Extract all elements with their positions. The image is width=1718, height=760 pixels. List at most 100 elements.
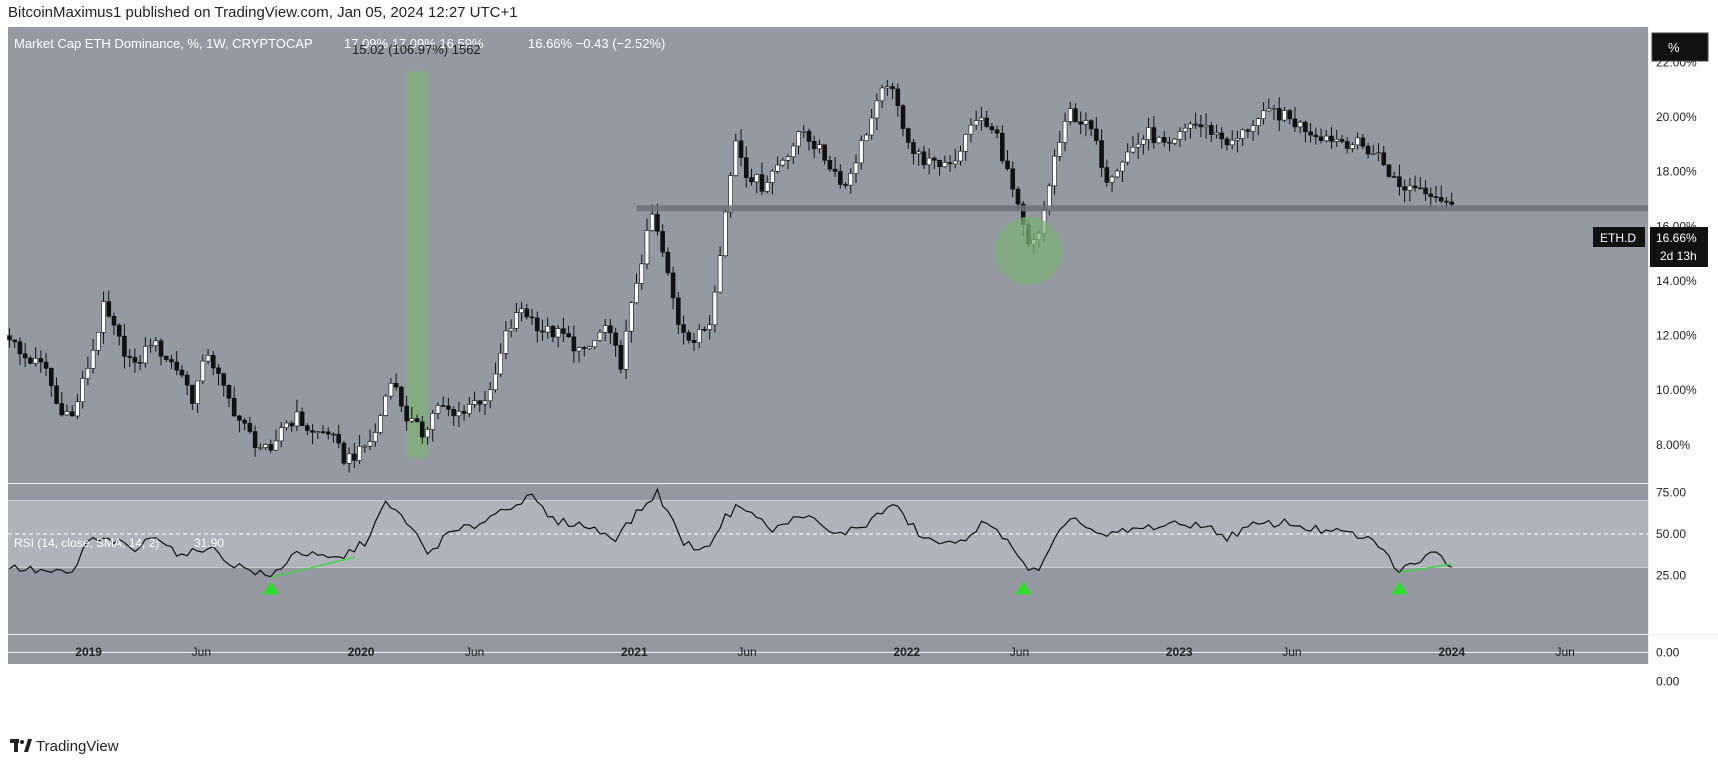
candle-body xyxy=(770,171,775,183)
candle-body xyxy=(1130,146,1136,153)
candle-body xyxy=(822,144,827,161)
candle-body xyxy=(158,340,164,357)
candle-body xyxy=(456,411,462,417)
candle-body xyxy=(467,404,472,414)
candle-body xyxy=(101,301,106,333)
candle-body xyxy=(1156,136,1162,144)
candle-body xyxy=(1010,168,1016,190)
candle-body xyxy=(148,345,153,348)
candle-body xyxy=(461,411,467,414)
candle-body xyxy=(1109,176,1115,183)
candle-body xyxy=(926,157,932,166)
candle-body xyxy=(498,353,503,375)
candle-body xyxy=(28,357,33,364)
scale-button-label: % xyxy=(1668,40,1680,55)
time-tick-label: Jun xyxy=(1282,645,1301,659)
countdown-label: 2d 13h xyxy=(1660,249,1697,263)
candle-body xyxy=(247,422,253,432)
price-change: 16.66% −0.43 (−2.52%) xyxy=(528,36,665,51)
candle-body xyxy=(1339,139,1345,142)
candle-body xyxy=(116,324,122,337)
publish-info: BitcoinMaximus1 published on TradingView… xyxy=(8,4,518,21)
support-line-bar xyxy=(636,205,1648,212)
candle-body xyxy=(686,332,692,341)
candle-body xyxy=(1203,125,1209,128)
candle-body xyxy=(576,347,582,352)
time-tick-label: Jun xyxy=(1555,645,1574,659)
candle-body xyxy=(979,117,984,121)
candle-body xyxy=(571,336,577,352)
candle-body xyxy=(738,140,744,158)
candle-body xyxy=(1161,136,1167,143)
rsi-divergence-lines xyxy=(270,556,1452,578)
candle-body xyxy=(1386,164,1392,177)
rsi-tick-label: 75.00 xyxy=(1656,485,1686,499)
candle-body xyxy=(1193,123,1198,126)
candle-body xyxy=(581,347,587,349)
chart-area[interactable]: 22.00%20.00%18.00%16.00%14.00%12.00%10.0… xyxy=(0,24,1718,730)
candle-body xyxy=(435,405,441,414)
candle-body xyxy=(341,442,347,464)
candle-body xyxy=(838,171,843,185)
candle-body xyxy=(587,346,592,349)
candle-body xyxy=(1015,188,1021,205)
candle-body xyxy=(916,151,921,155)
candle-body xyxy=(1062,121,1068,143)
candle-body xyxy=(352,453,357,461)
candle-body xyxy=(566,333,571,338)
candle-body xyxy=(446,405,451,410)
candle-body xyxy=(691,339,697,343)
candle-body xyxy=(602,325,608,333)
candle-body xyxy=(54,385,59,404)
candle-body xyxy=(43,361,49,369)
candle-body xyxy=(514,312,519,329)
candle-body xyxy=(592,340,598,348)
candle-body xyxy=(482,400,488,405)
scale-button[interactable] xyxy=(1651,32,1709,62)
candle-body xyxy=(1402,186,1407,191)
candle-body xyxy=(503,330,509,354)
candle-body xyxy=(843,184,848,186)
candle-body xyxy=(790,145,796,158)
time-tick-label: 2020 xyxy=(348,645,375,659)
candle-body xyxy=(85,368,91,379)
candle-body xyxy=(524,308,530,318)
ticker-label-bg xyxy=(1593,227,1645,247)
rsi-value: 31.90 xyxy=(194,536,224,550)
candle-body xyxy=(205,355,211,362)
candle-body xyxy=(780,159,786,166)
candle-body xyxy=(1423,187,1428,195)
price-pane-bg[interactable] xyxy=(8,27,1648,483)
candle-body xyxy=(69,411,75,417)
candle-body xyxy=(1318,136,1324,142)
footer-brand: TradingView xyxy=(36,738,119,755)
candle-body xyxy=(1266,108,1272,112)
candle-body xyxy=(879,87,885,102)
candle-body xyxy=(817,144,822,150)
candle-body xyxy=(325,431,331,435)
candle-body xyxy=(346,453,352,464)
candle-body xyxy=(874,100,880,119)
candle-body xyxy=(1104,167,1110,183)
candle-body xyxy=(1449,201,1454,205)
candle-body xyxy=(534,317,540,332)
candle-body xyxy=(973,120,979,126)
candle-body xyxy=(540,330,545,333)
candle-body xyxy=(430,413,436,430)
candle-body xyxy=(273,440,279,451)
candle-body xyxy=(702,329,707,331)
candle-body xyxy=(263,444,268,448)
candle-body xyxy=(1412,185,1418,189)
rsi-divergence-line xyxy=(270,556,355,578)
time-tick-label: 2024 xyxy=(1438,645,1465,659)
candle-body xyxy=(1287,110,1292,120)
candle-body xyxy=(958,150,963,162)
candle-body xyxy=(717,255,723,293)
candle-body xyxy=(315,431,321,433)
candle-body xyxy=(1078,121,1083,125)
ohlc-overlap-2: 15.02 (106.97%) 1562 xyxy=(352,42,481,57)
time-axis-bg xyxy=(8,634,1648,664)
candle-body xyxy=(644,230,650,265)
candle-body xyxy=(937,159,942,168)
candle-body xyxy=(231,397,237,417)
